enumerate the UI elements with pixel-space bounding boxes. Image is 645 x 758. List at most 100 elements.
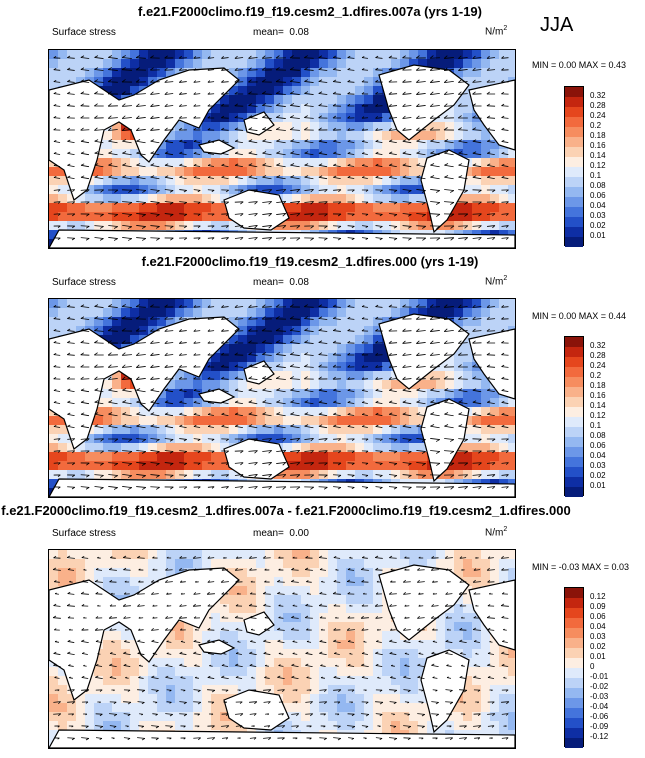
colorbar-tick-label: 0.1: [590, 171, 602, 180]
colorbar-segment: [565, 177, 583, 187]
panel-2-mean-label: mean=: [253, 277, 284, 288]
colorbar-tick-label: 0.01: [590, 652, 606, 661]
colorbar-tick-label: 0.03: [590, 211, 606, 220]
colorbar-tick-label: 0.06: [590, 191, 606, 200]
colorbar-tick-label: 0.14: [590, 151, 606, 160]
panel-3-mean-label: mean=: [253, 528, 284, 539]
panel-2-title: f.e21.F2000climo.f19_f19.cesm2_1.dfires.…: [141, 254, 479, 269]
colorbar-tick-label: 0.12: [590, 592, 606, 601]
colorbar-segment: [565, 618, 583, 628]
colorbar-segment: [565, 728, 583, 738]
colorbar-segment: [565, 437, 583, 447]
colorbar-tick-label: 0.03: [590, 461, 606, 470]
colorbar-tick-label: 0.06: [590, 441, 606, 450]
colorbar-tick-label: 0.24: [590, 361, 606, 370]
panel-2-map: [48, 298, 516, 498]
colorbar-tick-label: 0.28: [590, 351, 606, 360]
panel-3-colorbar: [564, 587, 584, 748]
colorbar-tick-label: 0: [590, 662, 595, 671]
continent-outlines: [49, 313, 515, 497]
colorbar-segment: [565, 147, 583, 157]
colorbar-tick-label: -0.01: [590, 672, 609, 681]
colorbar-segment: [565, 447, 583, 457]
colorbar-segment: [565, 167, 583, 177]
colorbar-segment: [565, 97, 583, 107]
colorbar-tick-label: 0.24: [590, 111, 606, 120]
panel-2-mean-value: 0.08: [289, 277, 309, 288]
panel-2-units: N/m2: [485, 275, 508, 288]
panel-1-colorbar: [564, 86, 584, 247]
colorbar-segment: [565, 217, 583, 227]
panel-2-minmax: MIN = 0.00 MAX = 0.44: [532, 311, 627, 321]
colorbar-segment: [565, 638, 583, 648]
colorbar-segment: [565, 87, 583, 97]
colorbar-tick-label: -0.09: [590, 722, 609, 731]
colorbar-tick-label: 0.32: [590, 341, 606, 350]
continent-outlines: [49, 564, 515, 748]
colorbar-tick-label: 0.09: [590, 602, 606, 611]
colorbar-tick-label: 0.02: [590, 471, 606, 480]
colorbar-tick-label: 0.04: [590, 622, 606, 631]
panel-3-variable: Surface stress: [52, 528, 116, 539]
colorbar-segment: [565, 678, 583, 688]
colorbar-segment: [565, 197, 583, 207]
colorbar-segment: [565, 688, 583, 698]
colorbar-segment: [565, 628, 583, 638]
colorbar-tick-label: 0.08: [590, 181, 606, 190]
colorbar-segment: [565, 477, 583, 487]
colorbar-segment: [565, 598, 583, 608]
panel-3-title: f.e21.F2000climo.f19_f19.cesm2_1.dfires.…: [1, 503, 571, 518]
stress-vectors: [53, 55, 509, 241]
panel-3-minmax: MIN = -0.03 MAX = 0.03: [532, 562, 630, 572]
colorbar-tick-label: 0.28: [590, 101, 606, 110]
colorbar-tick-label: 0.03: [590, 632, 606, 641]
colorbar-tick-label: 0.01: [590, 231, 606, 240]
colorbar-segment: [565, 427, 583, 437]
colorbar-segment: [565, 467, 583, 477]
panel-2-mean: mean= 0.08: [253, 277, 309, 288]
colorbar-segment: [565, 207, 583, 217]
colorbar-segment: [565, 237, 583, 247]
colorbar-tick-label: 0.2: [590, 371, 602, 380]
panel-1-title: f.e21.F2000climo.f19_f19.cesm2_1.dfires.…: [138, 4, 482, 19]
panel-1-units: N/m2: [485, 25, 508, 38]
colorbar-tick-label: 0.16: [590, 141, 606, 150]
colorbar-segment: [565, 347, 583, 357]
colorbar-segment: [565, 127, 583, 137]
stress-vectors: [53, 304, 509, 490]
colorbar-tick-label: 0.12: [590, 161, 606, 170]
colorbar-segment: [565, 648, 583, 658]
colorbar-tick-label: 0.04: [590, 451, 606, 460]
panel-1-mean-label: mean=: [253, 27, 284, 38]
colorbar-tick-label: -0.03: [590, 692, 609, 701]
panel-1-minmax: MIN = 0.00 MAX = 0.43: [532, 60, 627, 70]
colorbar-tick-label: 0.18: [590, 131, 606, 140]
season-label: JJA: [540, 14, 574, 36]
colorbar-tick-label: 0.16: [590, 391, 606, 400]
panel-2-colorbar: [564, 336, 584, 497]
colorbar-segment: [565, 718, 583, 728]
colorbar-segment: [565, 708, 583, 718]
colorbar-segment: [565, 668, 583, 678]
colorbar-segment: [565, 397, 583, 407]
colorbar-tick-label: 0.06: [590, 612, 606, 621]
colorbar-segment: [565, 698, 583, 708]
colorbar-tick-label: -0.04: [590, 702, 609, 711]
colorbar-segment: [565, 337, 583, 347]
colorbar-tick-label: -0.02: [590, 682, 609, 691]
colorbar-segment: [565, 738, 583, 748]
panel-1-variable: Surface stress: [52, 27, 116, 38]
colorbar-segment: [565, 157, 583, 167]
panel-3-map: [48, 549, 516, 749]
colorbar-segment: [565, 608, 583, 618]
colorbar-tick-label: 0.12: [590, 411, 606, 420]
colorbar-tick-label: 0.01: [590, 481, 606, 490]
panel-1-map: [48, 49, 516, 249]
colorbar-segment: [565, 187, 583, 197]
colorbar-segment: [565, 357, 583, 367]
panel-3-mean-value: 0.00: [289, 528, 309, 539]
colorbar-segment: [565, 658, 583, 668]
panel-2-variable: Surface stress: [52, 277, 116, 288]
colorbar-segment: [565, 417, 583, 427]
panel-1-mean: mean= 0.08: [253, 27, 309, 38]
